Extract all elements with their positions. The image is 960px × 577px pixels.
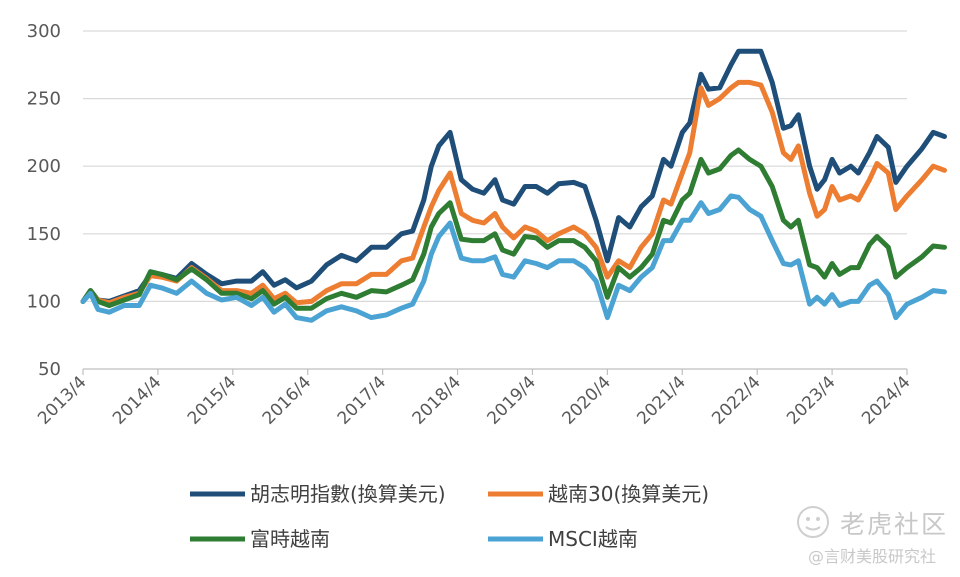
y-tick-label: 150 — [27, 224, 61, 245]
x-tick-label: 2014/4 — [109, 372, 165, 428]
x-tick-label: 2023/4 — [783, 372, 839, 428]
x-tick-label: 2022/4 — [708, 372, 764, 428]
y-tick-label: 250 — [27, 89, 61, 110]
legend: 胡志明指數(換算美元) 越南30(換算美元) 富時越南 MSCI越南 — [190, 482, 709, 551]
series-line-3 — [80, 147, 947, 311]
x-tick-label: 2020/4 — [558, 372, 614, 428]
watermark-author: @言财美股研究社 — [808, 547, 937, 566]
legend-label-2: 越南30(換算美元) — [548, 482, 709, 506]
series-lines — [80, 48, 947, 323]
y-tick-label: 100 — [27, 291, 61, 312]
x-tick-label: 2016/4 — [259, 372, 315, 428]
x-tick-label: 2013/4 — [34, 372, 90, 428]
legend-label-3: 富時越南 — [250, 527, 330, 551]
series-line-2 — [80, 79, 947, 306]
series-line-1 — [80, 48, 947, 304]
y-tick-label: 300 — [27, 21, 61, 42]
x-tick-label: 2018/4 — [409, 372, 465, 428]
legend-label-1: 胡志明指數(換算美元) — [250, 482, 446, 506]
watermark-logo-icon — [797, 506, 829, 538]
series-line-4 — [80, 193, 947, 323]
x-tick-label: 2019/4 — [484, 372, 540, 428]
y-tick-label: 200 — [27, 156, 61, 177]
legend-label-4: MSCI越南 — [548, 527, 638, 551]
y-tick-label: 50 — [38, 359, 61, 380]
x-tick-label: 2021/4 — [633, 372, 689, 428]
x-axis-ticks: 2013/4 2014/4 2015/4 2016/4 2017/4 2018/4 2019… — [34, 369, 915, 429]
x-tick-label: 2024/4 — [858, 372, 914, 428]
watermark-brand: 老虎社区 — [840, 510, 949, 539]
x-tick-label: 2017/4 — [334, 372, 390, 428]
x-tick-label: 2015/4 — [184, 372, 240, 428]
y-axis-ticks: 50 100 150 200 250 300 — [27, 21, 61, 380]
